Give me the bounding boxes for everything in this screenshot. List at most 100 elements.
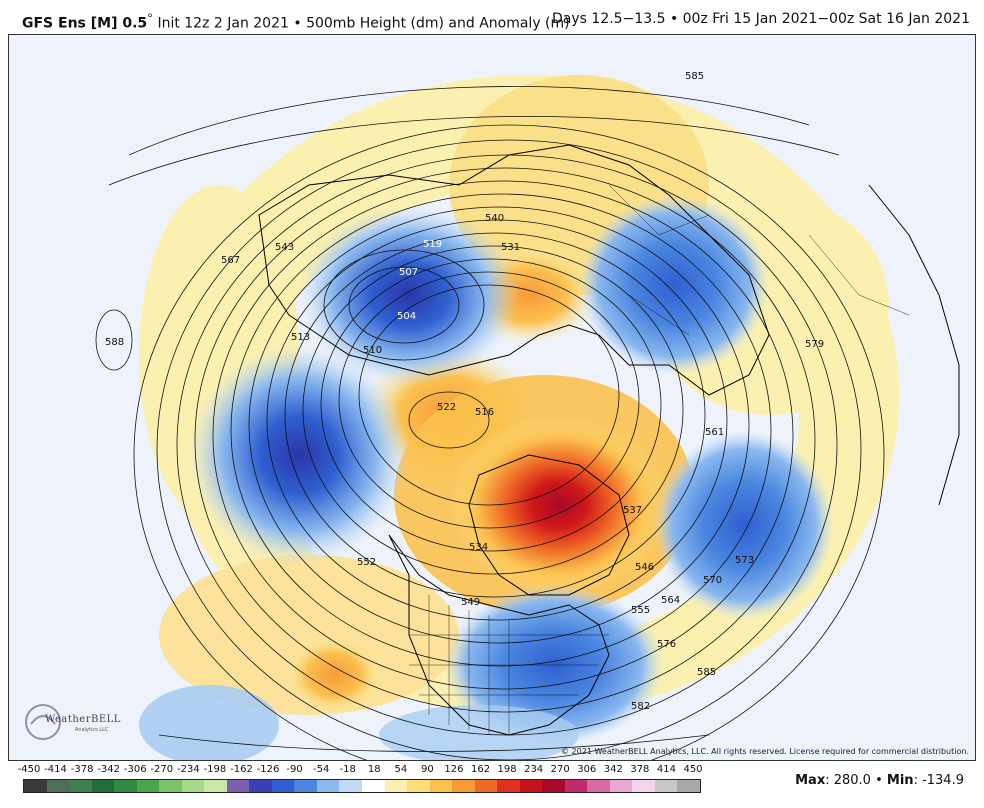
negative-anomaly-pacific [189,345,409,565]
coastlines [258,144,960,736]
legend-tick-label: 450 [683,764,703,775]
contour-label: 534 [469,542,488,553]
contour-label: 522 [437,402,456,413]
colorbar-swatch [564,780,588,792]
title-bullet: • [293,15,302,32]
legend-tick-label: -270 [150,764,174,775]
colorbar-swatch [632,780,655,792]
negative-anomaly-siberia [299,205,519,385]
contour-label: 561 [705,427,724,438]
colorbar-swatch [609,780,633,792]
anomaly-colorbar [23,779,701,793]
contour-label: 570 [703,575,722,586]
colorbar-swatch [519,780,543,792]
model-name: GFS Ens [M] 0.5 [22,15,148,32]
contour-label: 576 [657,639,676,650]
contour-label: 531 [501,242,520,253]
colorbar-swatch [587,780,610,792]
max-value: 280.0 [833,773,871,788]
map-title: GFS Ens [M] 0.5° Init 12z 2 Jan 2021 • 5… [22,11,570,32]
legend-tick-label: 414 [656,764,676,775]
colorbar-swatch [114,780,137,792]
legend-tick-label: 198 [497,764,517,775]
legend-tick-label: -54 [312,764,330,775]
colorbar-swatch [384,780,408,792]
contour-label: 513 [291,332,310,343]
contour-label: 552 [357,557,376,568]
legend-tick-label: 162 [470,764,491,775]
legend-tick-label: -378 [70,764,94,775]
max-label: Max [795,773,826,788]
legend-tick-label: 342 [603,764,623,775]
colorbar-swatch [654,780,678,792]
colorbar-swatch [249,780,272,792]
contour-label: 585 [685,71,704,82]
positive-anomaly-max [449,415,669,595]
colorbar-swatch [542,780,565,792]
colorbar-swatch [226,780,250,792]
legend-tick-label: -234 [177,764,200,775]
legend-tick-label: 378 [630,764,650,775]
colorbar-swatch [407,780,430,792]
contour-label: 519 [423,239,442,250]
contour-label: 510 [363,345,382,356]
contour-label: 585 [697,667,716,678]
logo-wordmark: WeatherBELL [45,714,121,725]
init-time: Init 12z 2 Jan 2021 [157,15,289,32]
colorbar-swatch [271,780,295,792]
contour-label: 573 [735,555,754,566]
contour-label: 543 [275,242,294,253]
copyright-notice: © 2021 WeatherBELL Analytics, LLC. All r… [561,747,969,756]
negative-anomaly-atlantic [654,430,834,620]
political-borders [409,184,910,735]
contour-label: 582 [631,701,650,712]
colorbar-swatch [361,780,385,792]
legend-tick-label: 54 [394,764,408,775]
field-name: 500mb Height (dm) and Anomaly (m) [306,15,570,32]
colorbar-swatch [204,780,227,792]
min-value: -134.9 [922,773,964,788]
legend-tick-label: -90 [286,764,303,775]
degree-symbol: ° [147,11,153,25]
legend-tick-label: 234 [524,764,544,775]
contour-label: 549 [461,597,480,608]
map-panel: 519 507 504 510 513 522 516 531 540 543 … [8,34,976,761]
legend-tick-label: 126 [444,764,464,775]
weatherbell-logo: WeatherBELL Analytics LLC [23,700,121,744]
contour-label: 555 [631,605,650,616]
legend-tick-labels: -450 -414 -378 -342 -306 -270 -234 -198 -162 -126… [16,764,706,778]
legend-tick-label: 306 [577,764,597,775]
legend-tick-label: -450 [17,764,41,775]
colorbar-swatch [294,780,317,792]
contour-label: 516 [475,407,494,418]
contour-label: 567 [221,255,240,266]
contour-label: 504 [397,311,416,322]
legend-tick-label: -342 [97,764,121,775]
legend-tick-label: -126 [256,764,280,775]
colorbar-swatch [677,780,700,792]
contour-label: 540 [485,213,504,224]
valid-time: Days 12.5−13.5 • 00z Fri 15 Jan 2021−00z… [552,11,970,27]
min-label: Min [886,773,914,788]
legend-tick-label: -18 [339,764,356,775]
legend-tick-label: -198 [203,764,227,775]
contour-label: 537 [623,505,642,516]
colorbar-swatch [69,780,92,792]
contour-label: 564 [661,595,680,606]
contour-label: 579 [805,339,824,350]
colorbar-swatch [429,780,453,792]
legend-tick-label: -306 [123,764,147,775]
legend-tick-label: 90 [421,764,434,775]
colorbar-swatch [181,780,205,792]
contour-label: 546 [635,562,654,573]
colorbar-swatch [24,780,47,792]
stats-separator: • [875,773,883,788]
colorbar-swatch [46,780,70,792]
stats-readout: Max: 280.0 • Min: -134.9 [795,773,964,788]
colorbar-swatch [474,780,498,792]
colorbar-swatch [136,780,160,792]
legend-tick-label: 18 [367,764,381,775]
legend-tick-label: -414 [44,764,67,775]
logo-subtext: Analytics LLC [75,727,109,733]
contour-label: 588 [105,337,124,348]
